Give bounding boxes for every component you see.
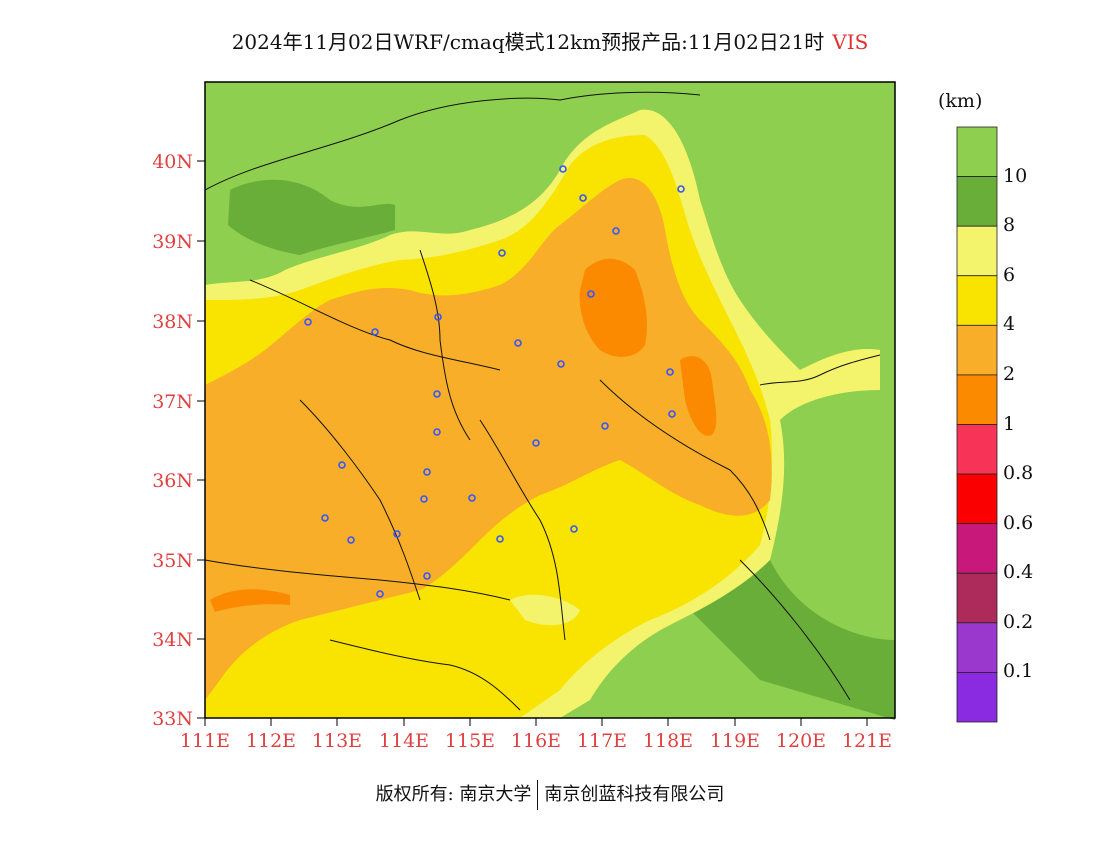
vis-band-2-4-west <box>205 450 360 610</box>
colorbar-label: 2 <box>1003 362 1016 385</box>
lat-label: 37N <box>152 391 193 413</box>
colorbar-swatch <box>956 523 998 574</box>
city-marker <box>433 428 441 436</box>
colorbar-label: 6 <box>1003 263 1016 286</box>
city-marker <box>587 290 595 298</box>
lon-label: 112E <box>246 730 296 752</box>
colorbar-swatch <box>956 424 998 475</box>
city-marker <box>321 514 329 522</box>
city-marker <box>532 439 540 447</box>
colorbar-swatch <box>956 176 998 227</box>
colorbar-swatch <box>956 275 998 326</box>
lat-label: 36N <box>152 470 193 492</box>
colorbar-label: 10 <box>1003 164 1028 187</box>
city-marker <box>498 249 506 257</box>
colorbar-unit: (km) <box>938 90 983 112</box>
colorbar-label: 0.4 <box>1003 561 1034 584</box>
city-marker <box>612 227 620 235</box>
lon-label: 118E <box>643 730 693 752</box>
city-marker <box>468 494 476 502</box>
lat-label: 40N <box>152 151 193 173</box>
map-title: 2024年11月02日WRF/cmaq模式12km预报产品:11月02日21时 V… <box>0 26 1100 55</box>
copyright-company: 南京创蓝科技有限公司 <box>544 784 725 805</box>
copyright-owner: 版权所有: 南京大学 <box>375 784 532 805</box>
map-frame <box>204 81 896 719</box>
lon-label: 115E <box>445 730 495 752</box>
city-marker <box>570 525 578 533</box>
lat-label: 33N <box>152 708 193 730</box>
vis-band-1-2-southwest <box>210 589 290 612</box>
lat-label: 34N <box>152 629 193 651</box>
lon-label: 114E <box>379 730 429 752</box>
city-marker <box>347 536 355 544</box>
colorbar-swatch <box>956 672 998 723</box>
city-marker <box>557 360 565 368</box>
footer-divider <box>537 780 539 810</box>
lon-label: 113E <box>312 730 362 752</box>
city-marker <box>668 410 676 418</box>
colorbar-label: 0.6 <box>1003 511 1034 534</box>
lat-label: 39N <box>152 231 193 253</box>
lat-label: 38N <box>152 311 193 333</box>
lon-label: 117E <box>577 730 627 752</box>
colorbar-label: 4 <box>1003 313 1016 336</box>
city-marker <box>514 339 522 347</box>
city-marker <box>433 390 441 398</box>
city-marker <box>338 461 346 469</box>
city-marker <box>420 495 428 503</box>
colorbar-swatch <box>956 324 998 376</box>
city-markers <box>304 165 685 598</box>
city-marker <box>423 468 431 476</box>
lon-label: 121E <box>842 730 892 752</box>
map-plot-area <box>204 81 896 720</box>
colorbar-swatch <box>956 225 998 277</box>
lon-label: 119E <box>710 730 760 752</box>
city-marker <box>304 318 312 326</box>
colorbar-swatch <box>956 473 998 525</box>
lon-label: 111E <box>180 730 230 752</box>
city-marker <box>666 368 674 376</box>
province-boundaries <box>204 91 881 711</box>
latitude-axis <box>197 160 205 719</box>
colorbar-swatch <box>956 622 998 673</box>
variable-name: VIS <box>832 30 869 54</box>
colorbar-label: 0.8 <box>1003 462 1034 485</box>
city-marker <box>559 165 567 173</box>
colorbar-label: 0.1 <box>1003 660 1034 683</box>
colorbar-swatch <box>956 374 998 425</box>
latitude-labels: 40N 39N 38N 37N 36N 35N 34N 33N <box>152 151 193 730</box>
city-marker <box>601 422 609 430</box>
copyright-footer: 版权所有: 南京大学 南京创蓝科技有限公司 <box>0 780 1100 810</box>
title-text: 2024年11月02日WRF/cmaq模式12km预报产品:11月02日21时 <box>231 30 825 54</box>
city-marker <box>496 535 504 543</box>
city-marker <box>393 530 401 538</box>
lon-label: 116E <box>511 730 561 752</box>
vis-band-1-2-east <box>680 356 717 436</box>
colorbar-label: 0.2 <box>1003 610 1034 633</box>
city-marker <box>579 194 587 202</box>
city-marker <box>376 590 384 598</box>
longitude-labels: 111E 112E 113E 114E 115E 116E 117E 118E … <box>180 730 892 752</box>
colorbar-swatch <box>956 572 998 624</box>
lat-label: 35N <box>152 550 193 572</box>
colorbar-swatch <box>956 126 998 177</box>
vis-band-8-10 <box>228 179 395 255</box>
city-marker <box>371 328 379 336</box>
lon-label: 120E <box>776 730 826 752</box>
city-marker <box>423 572 431 580</box>
colorbar-label: 8 <box>1003 214 1016 237</box>
colorbar-label: 1 <box>1003 412 1016 435</box>
city-marker <box>677 185 685 193</box>
longitude-axis <box>204 718 868 726</box>
colorbar <box>956 126 998 723</box>
city-marker <box>434 313 442 321</box>
vis-band-1-2 <box>579 258 647 357</box>
